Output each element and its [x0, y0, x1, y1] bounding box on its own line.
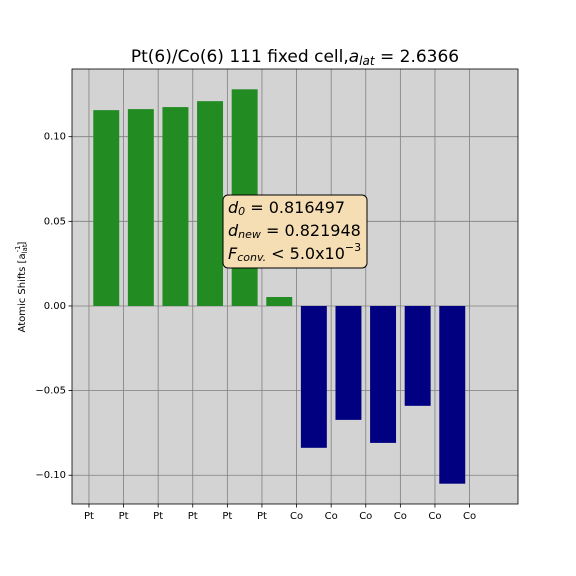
- title-text: a: [349, 47, 359, 67]
- y-axis-label: Atomic Shifts [alat-1]: [14, 241, 29, 332]
- bar: [127, 109, 154, 306]
- x-tick-label: Pt: [222, 511, 232, 522]
- title-text: lat: [359, 54, 376, 68]
- label-text: ]: [17, 241, 28, 245]
- plot-frame: [71, 68, 519, 505]
- bar: [93, 110, 120, 306]
- x-tick-label: Co: [290, 511, 303, 522]
- label-text: Atomic Shifts [a: [17, 253, 28, 332]
- title-text: Pt(6)/Co(6) 111 fixed cell,: [131, 47, 349, 67]
- annotation-text: d0 = 0.816497: [228, 198, 345, 219]
- y-tick-label: −0.05: [35, 386, 66, 397]
- bar: [162, 107, 189, 306]
- bar: [370, 305, 397, 443]
- annotation-text: dnew = 0.821948: [228, 221, 361, 242]
- annotation-text: d: [228, 198, 239, 217]
- title-text: = 2.6366: [375, 47, 460, 67]
- annotation-text: < 5.0x10: [266, 244, 345, 263]
- x-tick-label: Pt: [153, 511, 163, 522]
- annotation-text: −3: [345, 241, 361, 254]
- annotation-text: Fconv. < 5.0x10−3: [228, 241, 361, 264]
- annotation-text: = 0.816497: [245, 198, 345, 217]
- bar: [335, 305, 362, 420]
- annotation-text: new: [238, 228, 261, 241]
- chart-title: Pt(6)/Co(6) 111 fixed cell,alat = 2.6366: [131, 47, 459, 68]
- annotation-text: d: [228, 221, 239, 240]
- annotation-text: 0: [238, 205, 245, 218]
- annotation-text: = 0.821948: [261, 221, 361, 240]
- label-text: lat: [21, 244, 29, 253]
- x-tick-label: Co: [325, 511, 338, 522]
- y-tick-label: 0.05: [44, 216, 66, 227]
- x-tick-label: Pt: [257, 511, 267, 522]
- x-tick-label: Co: [428, 511, 441, 522]
- x-tick-label: Pt: [188, 511, 198, 522]
- y-tick-label: 0.00: [44, 301, 66, 312]
- x-tick-label: Co: [394, 511, 407, 522]
- y-tick-label: −0.10: [35, 470, 66, 481]
- bar: [266, 296, 293, 306]
- label-text: -1: [14, 245, 22, 252]
- x-tick-label: Pt: [84, 511, 94, 522]
- x-tick-label: Co: [463, 511, 476, 522]
- annotation-text: F: [228, 244, 238, 263]
- bar: [404, 305, 431, 406]
- y-tick-label: 0.10: [44, 132, 66, 143]
- annotation-text: conv.: [237, 251, 266, 264]
- bar: [439, 305, 466, 484]
- x-tick-label: Co: [359, 511, 372, 522]
- x-tick-label: Pt: [119, 511, 129, 522]
- bar: [197, 101, 224, 306]
- bar: [300, 305, 327, 448]
- annotation-box: [222, 194, 368, 269]
